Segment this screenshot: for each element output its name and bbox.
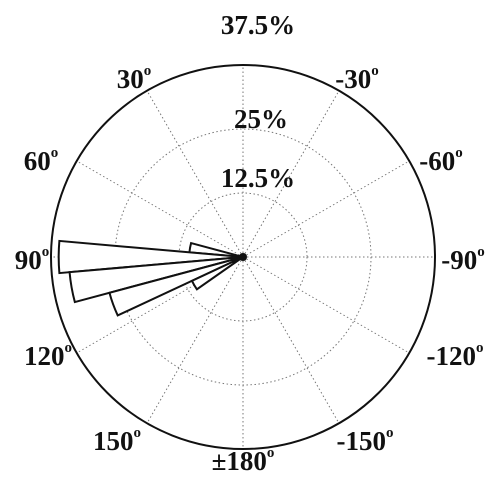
angle-tick-label: 150o — [93, 425, 141, 456]
histogram-bins — [57, 239, 244, 317]
angle-tick-label: 30o — [117, 63, 152, 94]
axis-labels: 12.5% 25% 37.5% 30o 60o 90o 120o 150o ±180o -150o… — [15, 10, 485, 476]
angle-tick-label: -60o — [419, 145, 463, 176]
angle-tick-label: -30o — [335, 63, 379, 94]
angle-tick-label: -150o — [337, 425, 394, 456]
grid-spoke — [76, 160, 244, 258]
angle-tick-label: 120o — [24, 340, 72, 371]
angle-tick-label: 60o — [24, 145, 59, 176]
histogram-bin — [57, 239, 244, 275]
radial-tick-label: 25% — [234, 104, 288, 134]
angle-tick-label: ±180o — [212, 445, 275, 476]
angle-tick-label: 90o — [15, 244, 50, 275]
center-dot — [239, 253, 247, 261]
radial-tick-label: 12.5% — [221, 163, 295, 193]
grid-spoke — [146, 90, 244, 258]
grid-spoke — [242, 90, 340, 258]
angle-tick-label: -90o — [441, 244, 485, 275]
angle-tick-label: -120o — [427, 340, 484, 371]
grid-spoke — [242, 256, 340, 424]
grid-spoke — [242, 160, 410, 258]
grid-spoke — [146, 256, 244, 424]
outer-boundary-circle — [50, 64, 436, 450]
grid-spoke — [242, 256, 410, 354]
radial-tick-label: 37.5% — [221, 10, 295, 40]
histogram-bin — [190, 256, 244, 291]
